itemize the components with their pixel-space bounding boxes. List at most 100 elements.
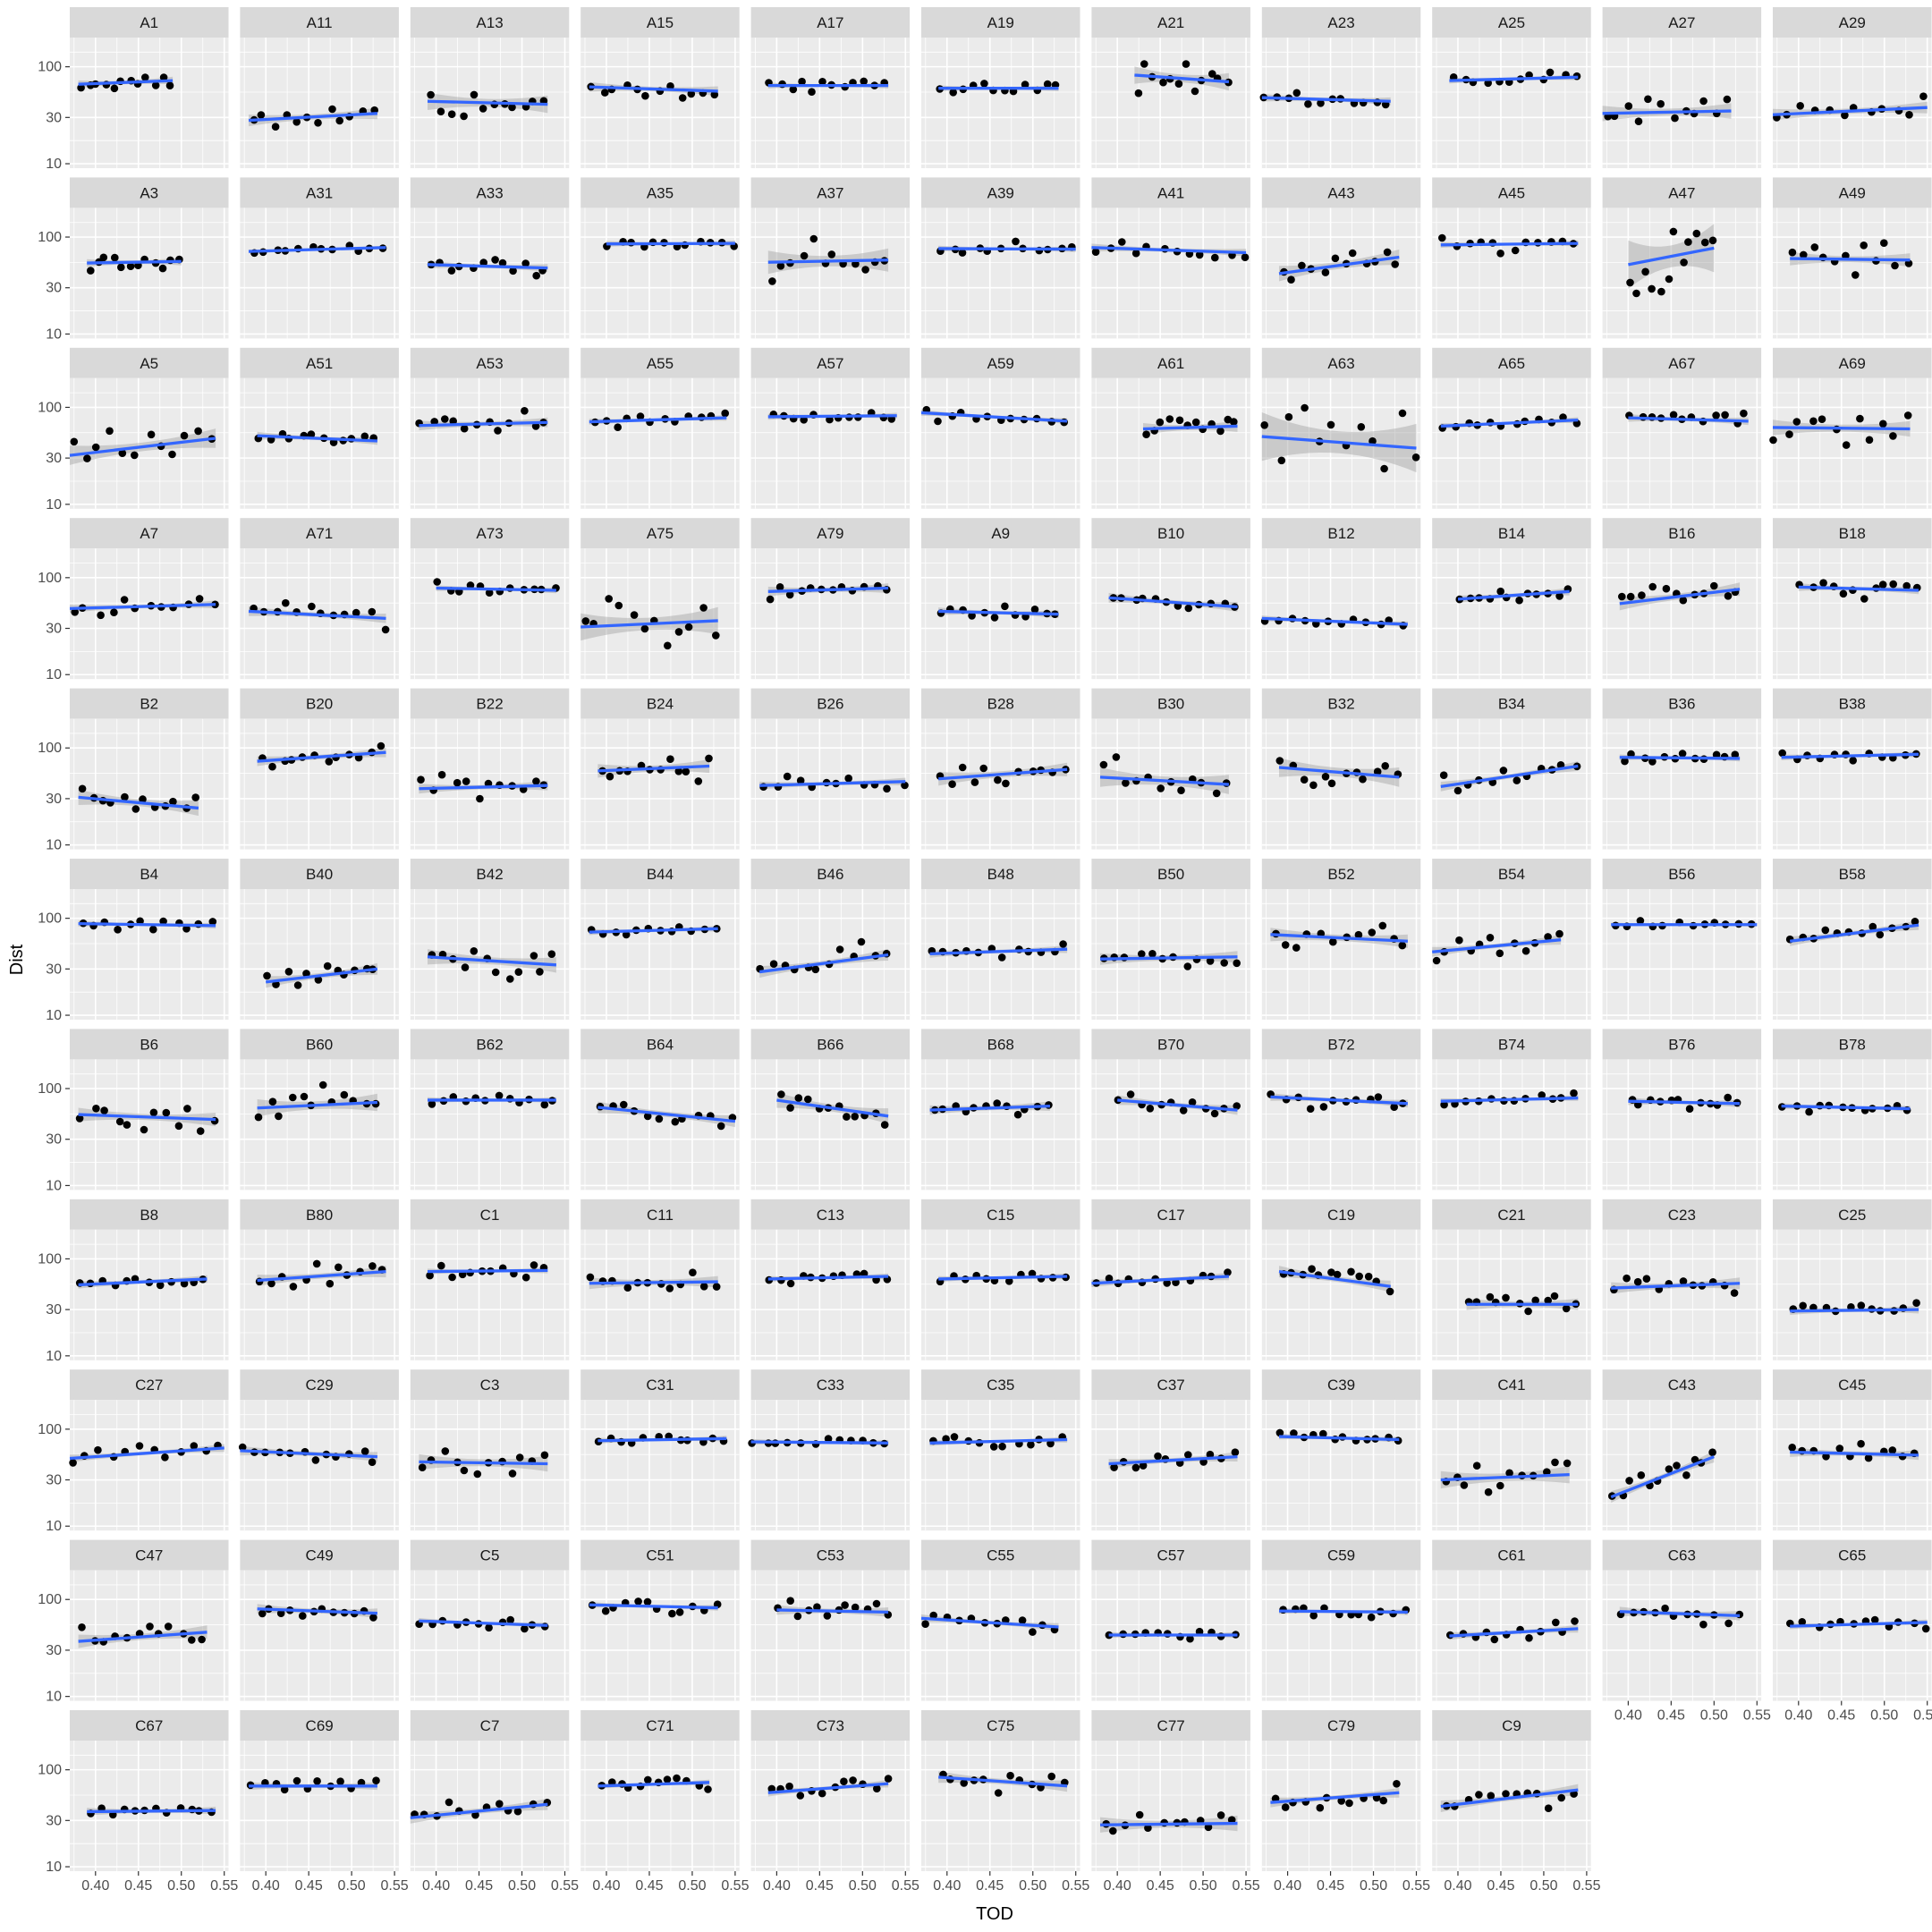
data-point [1856,415,1864,423]
data-point [1799,1302,1807,1310]
data-point [1485,1488,1493,1496]
x-tick-label: 0.40 [763,1878,791,1894]
facet-strip-label: B6 [140,1036,158,1053]
data-point [1001,603,1009,611]
data-point [1384,249,1392,257]
data-point [548,950,556,958]
facet-strip-label: B24 [647,696,674,713]
x-tick-label: 0.45 [295,1878,323,1894]
data-point [165,1623,173,1631]
x-tick-label: 0.45 [976,1878,1004,1894]
facet-strip-label: C33 [817,1377,844,1394]
facet-panel-A27: A27 [1603,7,1762,168]
facet-panel-A19: A19 [921,7,1080,168]
data-point [496,1800,504,1808]
data-point [676,1608,684,1616]
data-point [664,1775,672,1784]
panel-background [1773,1571,1932,1701]
facet-panel-C63: C630.40 0.45 0.50 0.55 [1603,1540,1771,1724]
data-point [1092,248,1100,256]
data-point [1332,255,1340,263]
facet-strip-label: A51 [306,355,333,372]
data-point [717,1123,725,1131]
data-point [1618,593,1626,601]
facet-panel-C49: C49 [240,1540,399,1701]
facet-strip-label: A23 [1327,14,1354,31]
y-tick-label: 10 [46,157,62,172]
facet-panel-A65: A65 [1432,348,1591,509]
data-point [272,123,280,131]
x-tick-label: 0.55 [892,1878,919,1894]
x-tick-label: 0.40 [422,1878,450,1894]
data-point [602,1607,610,1615]
panel-background [1432,1059,1591,1190]
facet-panel-B56: B56 [1603,859,1762,1020]
facet-strip-label: A47 [1668,184,1695,201]
facet-panel-A47: A47 [1603,177,1762,338]
data-point [1809,418,1818,426]
facet-strip-label: A15 [647,14,674,31]
data-point [1461,1481,1469,1489]
facet-strip-label: A63 [1327,355,1354,372]
facet-strip-label: C13 [817,1207,844,1224]
data-point [1327,421,1335,429]
data-point [998,1443,1006,1451]
facet-strip-label: B38 [1839,696,1866,713]
data-point [770,960,778,968]
data-point [858,938,866,946]
data-point [1113,753,1121,761]
panel-background [70,38,229,168]
data-point [777,1090,785,1098]
panel-background [1262,1400,1421,1530]
facet-strip-label: B42 [476,866,503,883]
facet-panel-B20: B20 [240,689,399,850]
regression-line [79,924,216,926]
panel-background [751,1400,911,1530]
data-point [530,1261,538,1269]
data-point [1100,761,1108,769]
data-point [1643,1275,1651,1283]
data-point [1320,1103,1328,1111]
data-point [921,1620,929,1628]
facet-strip-label: C51 [646,1547,674,1564]
data-point [460,113,468,121]
facet-strip-label: C59 [1327,1547,1355,1564]
facet-panel-B74: B74 [1432,1029,1591,1190]
panel-background [1432,548,1591,679]
data-point [1317,1804,1325,1812]
facet-panel-B44: B44 [580,859,740,1020]
facet-panel-B62: B62 [411,1029,570,1190]
data-point [1648,583,1657,591]
data-point [990,1443,998,1451]
y-axis-title: Dist [7,944,27,975]
data-point [308,603,316,611]
data-point [1496,250,1504,258]
data-point [1673,1462,1681,1470]
data-point [1796,102,1804,110]
facet-panel-A73: A73 [411,518,570,679]
panel-background [1262,1571,1421,1701]
x-tick-label: 0.55 [1062,1878,1089,1894]
data-point [136,1442,144,1450]
facet-strip-label: A29 [1839,14,1866,31]
regression-line [87,1810,216,1811]
facet-panel-B54: B54 [1432,859,1591,1020]
regression-line [87,261,182,263]
facet-strip-label: A1 [140,14,158,31]
facet-strip-label: A69 [1839,355,1866,372]
data-point [1627,593,1635,601]
data-point [522,1274,530,1282]
panel-background [1773,1400,1932,1530]
facet-panel-C7: C70.40 0.45 0.50 0.55 [411,1710,579,1894]
x-tick-label: 0.45 [465,1878,493,1894]
data-point [313,1777,321,1785]
data-point [532,272,540,280]
x-tick-label: 0.45 [635,1878,663,1894]
facet-panel-B14: B14 [1432,518,1591,679]
facet-strip-label: C27 [135,1377,163,1394]
facet-strip-label: C11 [647,1207,674,1224]
data-point [141,73,149,81]
facet-strip-label: C69 [306,1717,334,1734]
x-tick-label: 0.50 [1019,1878,1046,1894]
data-point [1211,1110,1219,1118]
